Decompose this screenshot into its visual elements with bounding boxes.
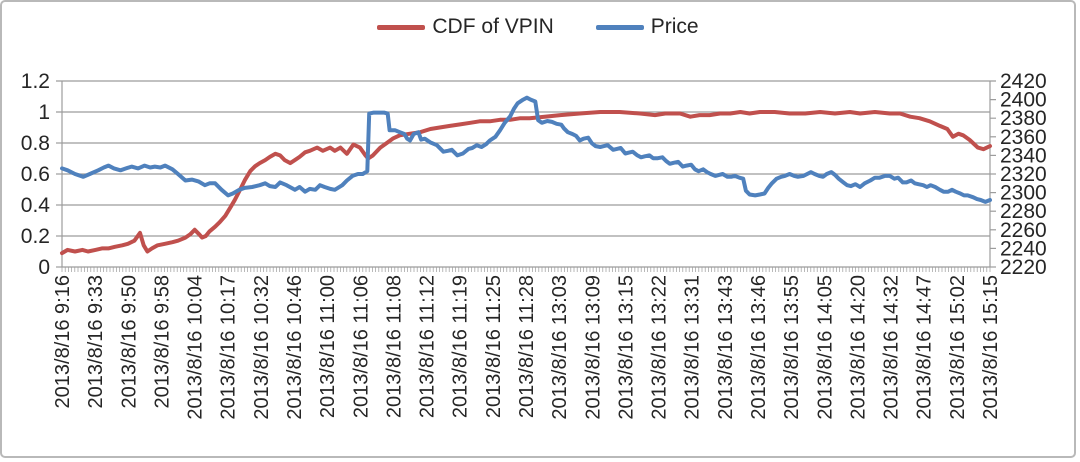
y-axis-left-label: 0.4 <box>21 194 51 217</box>
x-axis-tick-label: 2013/8/16 10:04 <box>185 275 207 420</box>
cdf-of-vpin-line <box>60 110 992 256</box>
x-axis-tick-label: 2013/8/16 11:06 <box>350 275 372 418</box>
y-axis-right-label: 2300 <box>1000 182 1047 205</box>
x-axis-tick-label: 2013/8/16 13:43 <box>715 275 737 420</box>
x-axis-tick-label: 2013/8/16 9:16 <box>52 275 74 408</box>
x-axis-tick-label: 2013/8/16 10:32 <box>251 275 273 420</box>
x-axis-tick-label: 2013/8/16 9:58 <box>151 275 173 408</box>
x-axis-tick-label: 2013/8/16 11:08 <box>383 275 405 418</box>
y-axis-left-label: 1 <box>38 101 50 124</box>
x-axis-tick-label: 2013/8/16 14:47 <box>914 275 936 420</box>
x-axis-tick-label: 2013/8/16 9:33 <box>85 275 107 408</box>
y-axis-left-label: 0.8 <box>21 132 50 155</box>
y-axis-right-label: 2220 <box>1000 256 1047 279</box>
y-axis-left-label: 0.2 <box>21 225 50 248</box>
legend-item-cdf-of-vpin: CDF of VPIN <box>377 15 554 39</box>
x-axis-tick-label: 2013/8/16 10:46 <box>284 275 306 420</box>
x-axis-tick-label: 2013/8/16 14:20 <box>847 275 869 420</box>
x-axis-tick-label: 2013/8/16 11:19 <box>450 275 472 418</box>
x-axis-tick-label: 2013/8/16 14:05 <box>814 275 836 420</box>
legend-label-cdf-of-vpin: CDF of VPIN <box>432 15 554 38</box>
y-axis-right-label: 2280 <box>1000 200 1047 223</box>
y-axis-right-label: 2320 <box>1000 163 1047 186</box>
x-axis-tick-label: 2013/8/16 13:03 <box>549 275 571 420</box>
x-axis-tick-label: 2013/8/16 13:22 <box>649 275 671 420</box>
x-axis-tick-label: 2013/8/16 13:15 <box>615 275 637 420</box>
chart-legend: CDF of VPIN Price <box>2 15 1074 39</box>
legend-swatch-price-line-icon <box>595 24 644 30</box>
x-axis-tick-label: 2013/8/16 15:02 <box>947 275 969 420</box>
y-axis-right-label: 2400 <box>1000 89 1047 112</box>
x-axis-tick-label: 2013/8/16 13:31 <box>682 275 704 420</box>
y-axis-left-label: 1.2 <box>21 70 50 93</box>
y-axis-left-label: 0 <box>38 256 50 279</box>
y-axis-right-label: 2360 <box>1000 126 1047 149</box>
x-axis-tick-label: 2013/8/16 13:55 <box>781 275 803 420</box>
x-axis-tick-label: 2013/8/16 13:09 <box>582 275 604 420</box>
x-axis-tick-label: 2013/8/16 15:15 <box>980 275 1002 420</box>
legend-item-price: Price <box>595 15 699 39</box>
legend-label-price: Price <box>650 15 699 38</box>
price-line <box>60 95 992 204</box>
x-axis-tick-label: 2013/8/16 11:12 <box>417 275 439 418</box>
x-axis-tick-label: 2013/8/16 13:46 <box>748 275 770 420</box>
x-axis-tick-label: 2013/8/16 9:50 <box>118 275 140 408</box>
x-axis-tick-label: 2013/8/16 14:32 <box>881 275 903 420</box>
x-axis-tick-label: 2013/8/16 10:17 <box>218 275 240 420</box>
y-axis-left-label: 0.6 <box>21 163 50 186</box>
y-axis-right-label: 2340 <box>1000 144 1047 167</box>
y-axis-right-label: 2420 <box>1000 70 1047 93</box>
legend-swatch-cdf-line-icon <box>377 24 426 30</box>
y-axis-right-label: 2240 <box>1000 237 1047 260</box>
x-axis-tick-label: 2013/8/16 11:00 <box>317 275 339 418</box>
y-axis-right-label: 2260 <box>1000 219 1047 242</box>
x-axis-tick-label: 2013/8/16 11:28 <box>516 275 538 418</box>
y-axis-right-label: 2380 <box>1000 107 1047 130</box>
x-axis-tick-label: 2013/8/16 11:25 <box>483 275 505 418</box>
